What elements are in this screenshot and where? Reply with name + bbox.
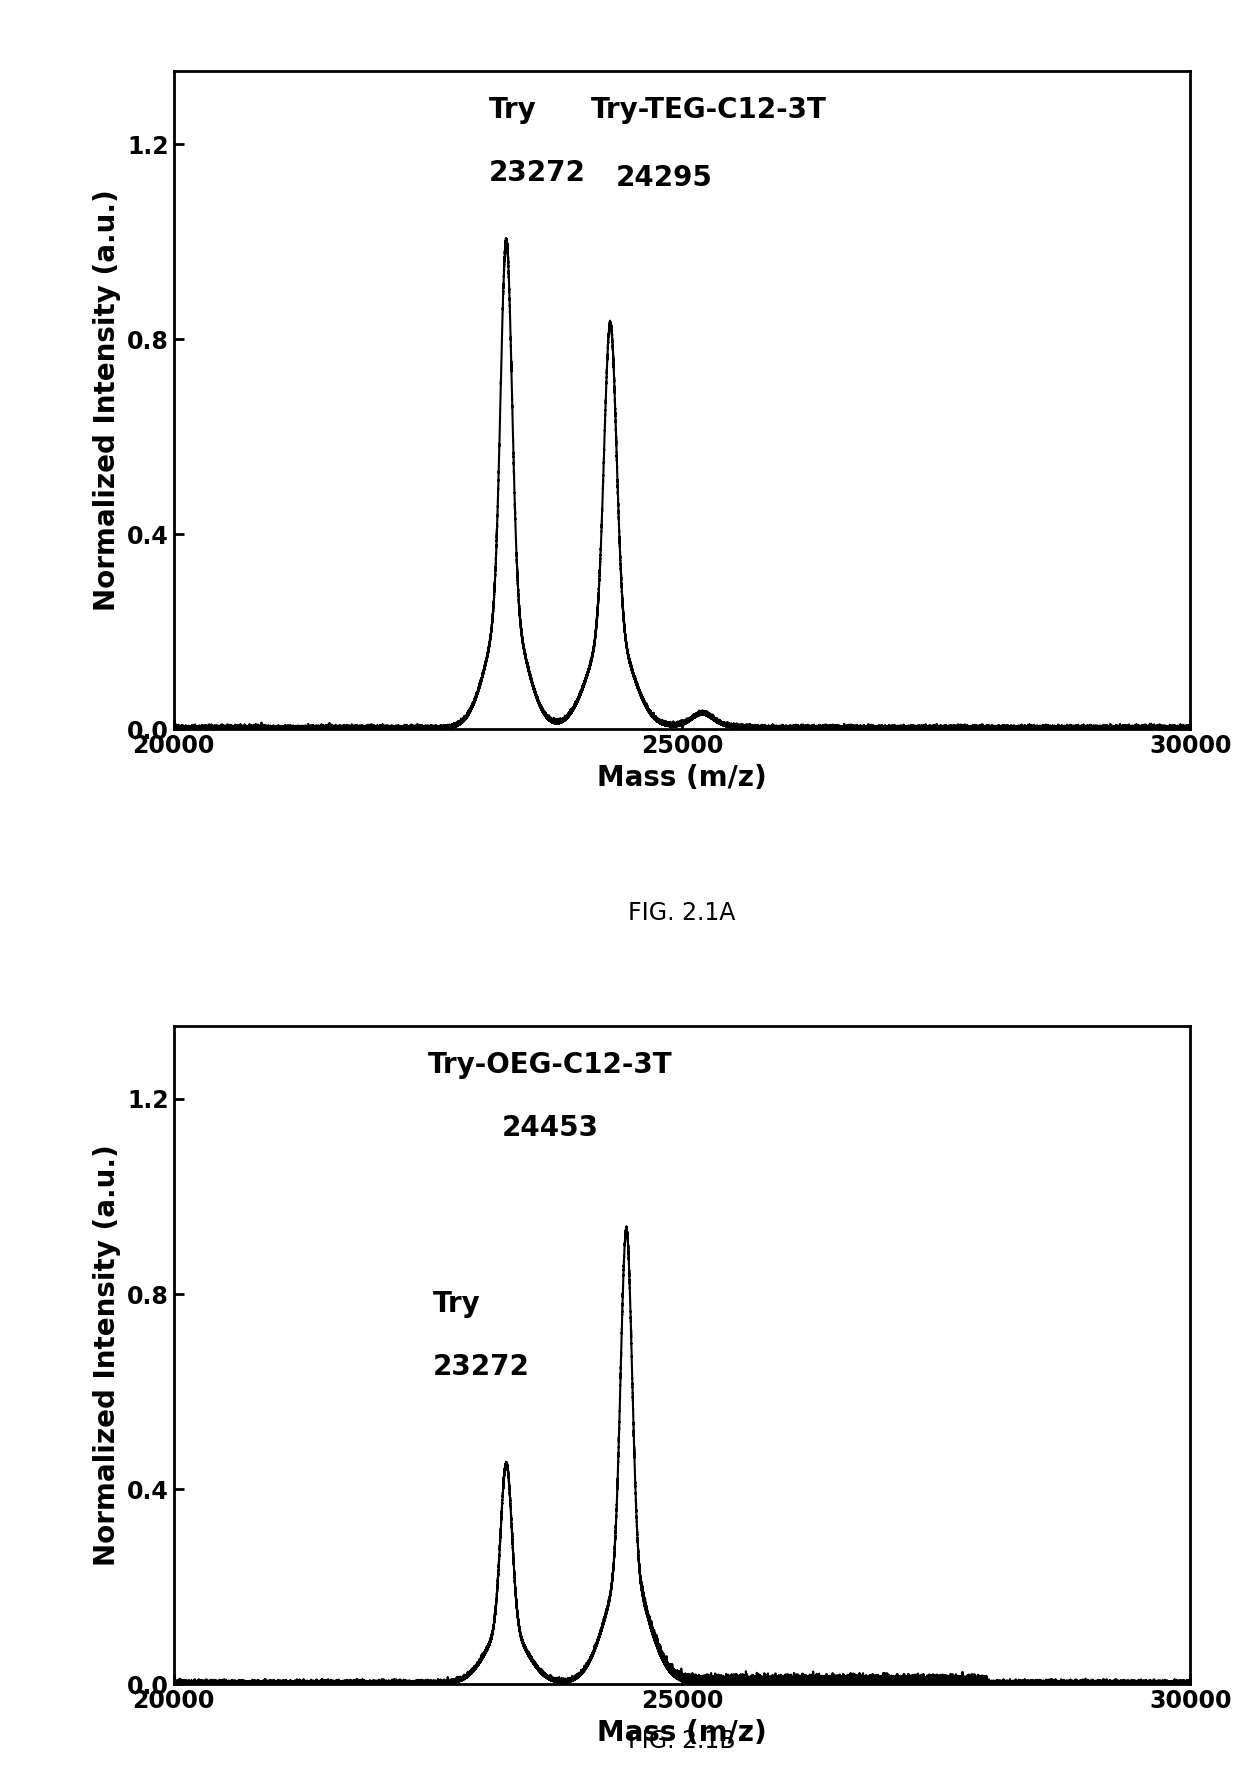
Text: Try: Try	[489, 96, 537, 124]
Text: Try: Try	[433, 1291, 481, 1317]
Text: FIG. 2.1B: FIG. 2.1B	[629, 1729, 735, 1753]
X-axis label: Mass (m/z): Mass (m/z)	[598, 1718, 766, 1746]
Text: 23272: 23272	[489, 160, 585, 188]
Text: FIG. 2.1A: FIG. 2.1A	[629, 901, 735, 926]
Text: 23272: 23272	[433, 1353, 529, 1381]
X-axis label: Mass (m/z): Mass (m/z)	[598, 764, 766, 793]
Text: 24453: 24453	[501, 1113, 599, 1142]
Text: Try-OEG-C12-3T: Try-OEG-C12-3T	[428, 1051, 672, 1078]
Y-axis label: Normalized Intensity (a.u.): Normalized Intensity (a.u.)	[93, 190, 122, 612]
Text: 24295: 24295	[616, 165, 713, 191]
Text: Try-TEG-C12-3T: Try-TEG-C12-3T	[590, 96, 826, 124]
Y-axis label: Normalized Intensity (a.u.): Normalized Intensity (a.u.)	[93, 1144, 122, 1566]
